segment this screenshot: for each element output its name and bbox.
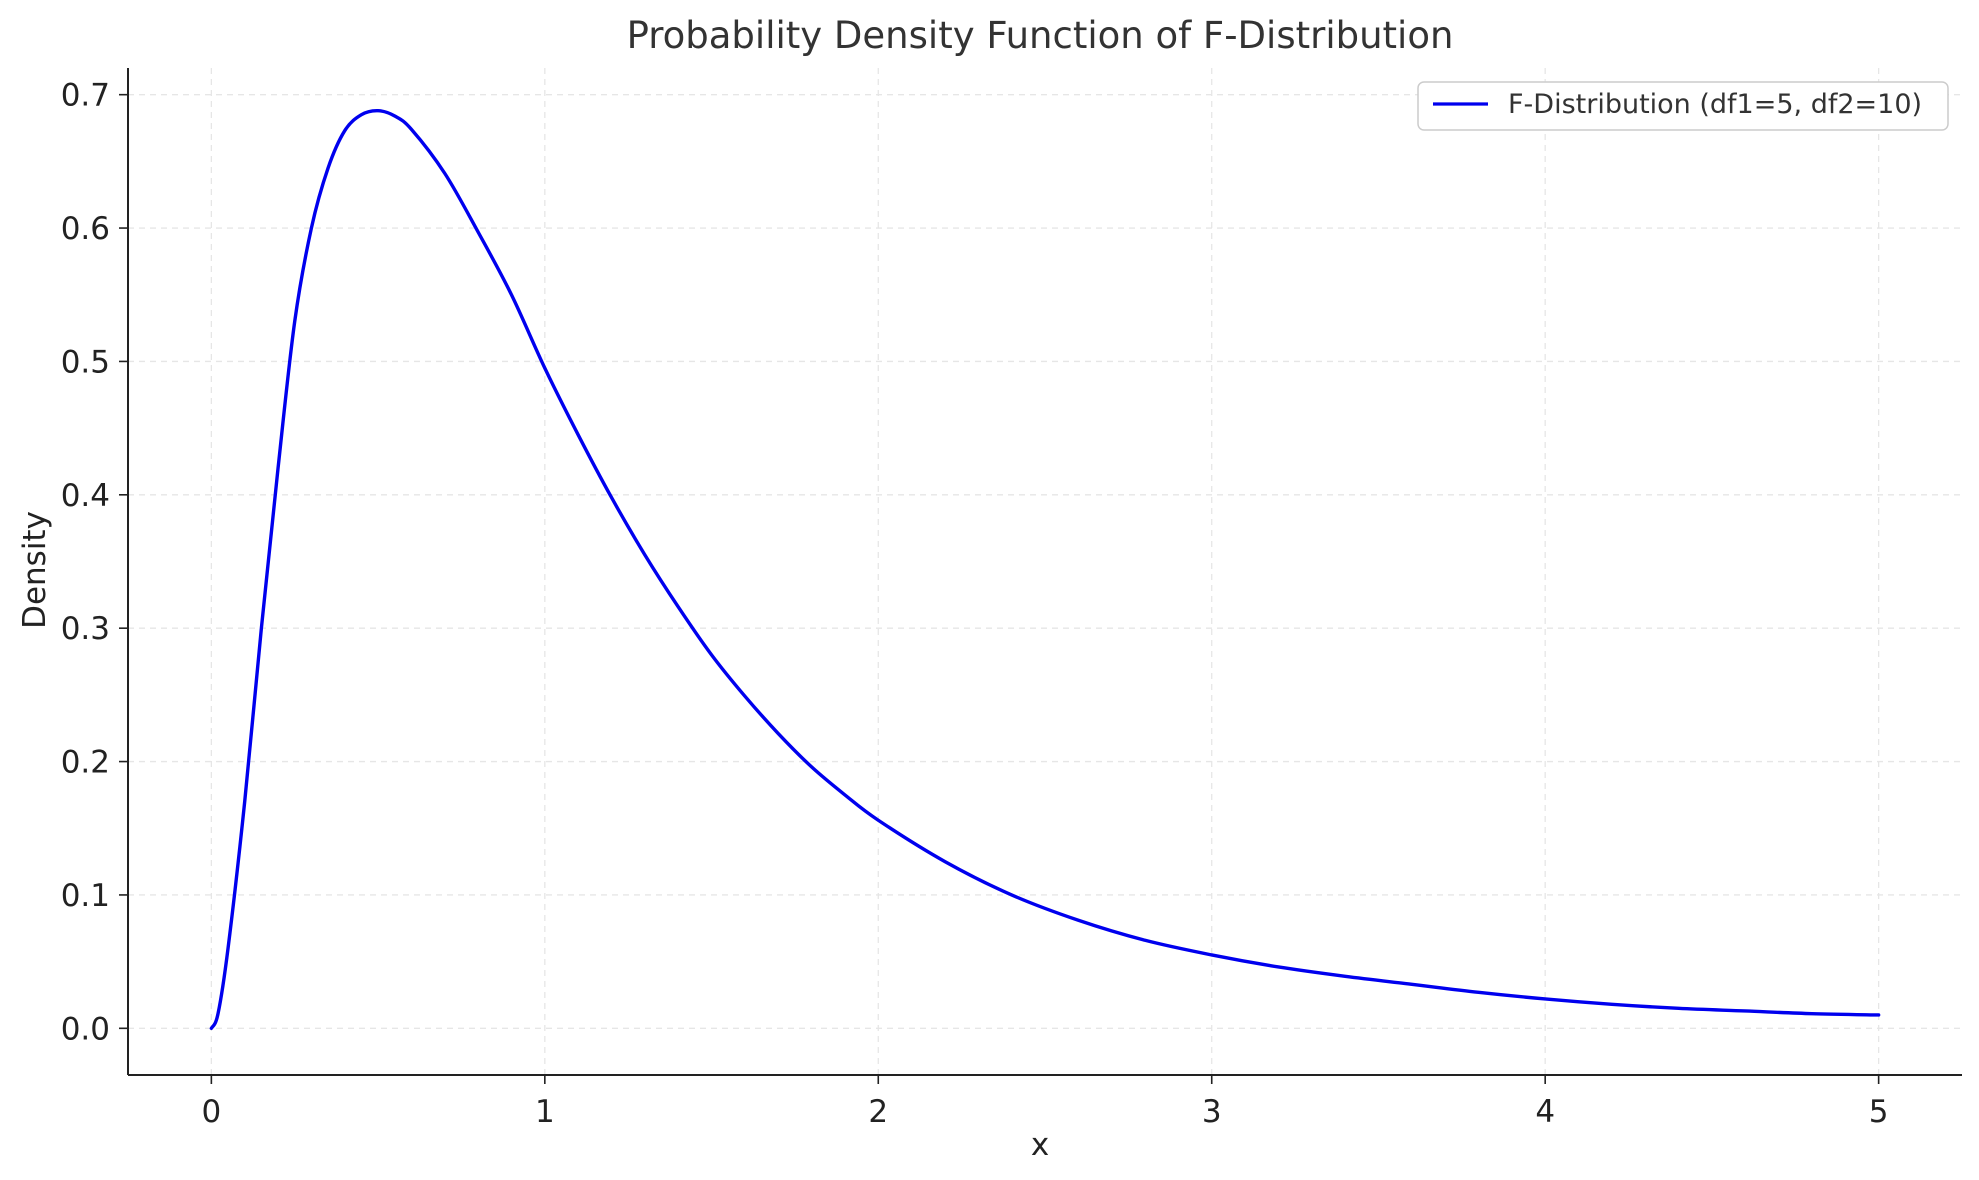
y-tick-label: 0.5 — [61, 344, 110, 380]
y-tick-label: 0.2 — [61, 745, 110, 781]
y-tick-label: 0.7 — [61, 78, 110, 114]
chart-title: Probability Density Function of F-Distri… — [627, 14, 1454, 57]
x-tick-label: 0 — [201, 1094, 221, 1130]
ticks-layer: 0 1 2 3 4 5 0.0 0.1 0.2 0.3 0.4 0.5 0.6 0.7 — [61, 78, 1889, 1130]
series-line — [209, 108, 1881, 1031]
x-tick-label: 3 — [1202, 1094, 1222, 1130]
axes-layer — [127, 68, 1962, 1076]
legend-frame — [1417, 81, 1949, 131]
y-tick-label: 0.6 — [61, 211, 110, 247]
y-tick-label: 0.3 — [61, 611, 110, 647]
x-tick-label: 2 — [868, 1094, 888, 1130]
legend-label: F-Distribution (df1=5, df2=10) — [1508, 89, 1922, 120]
x-tick-label: 4 — [1535, 1094, 1555, 1130]
x-tick-label: 5 — [1869, 1094, 1889, 1130]
grid-layer — [128, 68, 1962, 1075]
x-axis-label: x — [1031, 1127, 1049, 1163]
series-layer — [209, 108, 1881, 1031]
y-axis-label: Density — [17, 511, 53, 629]
legend: F-Distribution (df1=5, df2=10) — [1417, 81, 1949, 131]
y-tick-label: 0.4 — [61, 478, 110, 514]
y-tick-label: 0.0 — [61, 1011, 110, 1047]
x-tick-label: 1 — [535, 1094, 555, 1130]
y-tick-label: 0.1 — [61, 878, 110, 914]
